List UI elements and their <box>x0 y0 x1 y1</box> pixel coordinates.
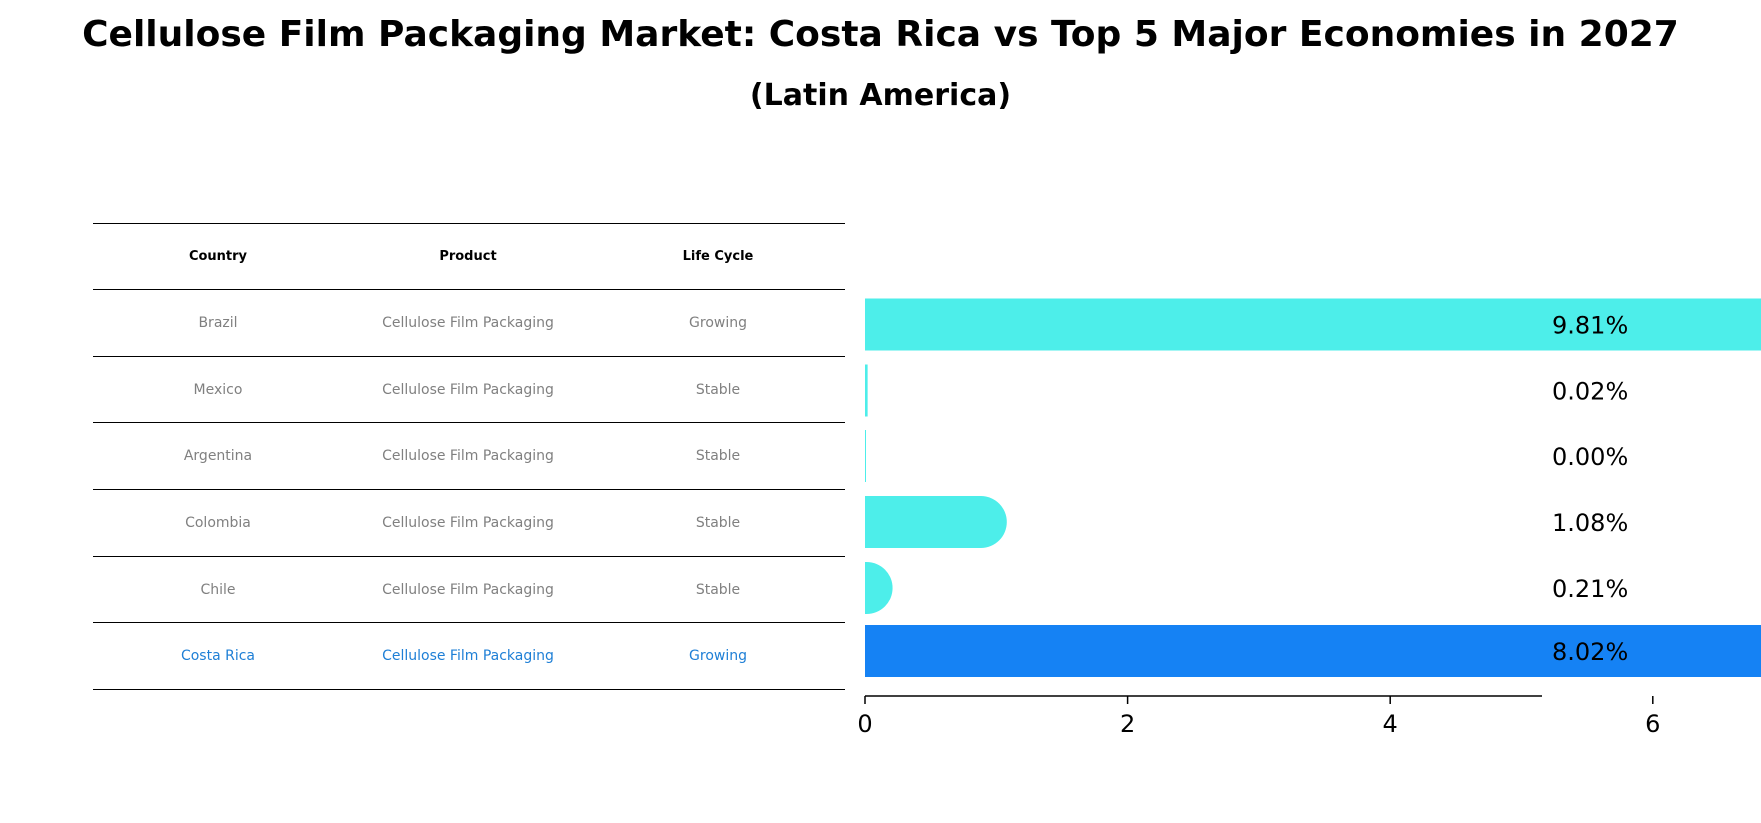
header-country: Country <box>188 249 248 264</box>
x-tick-label: 2 <box>1120 710 1135 738</box>
country-cell: Costa Rica <box>180 648 256 664</box>
header-life-cycle: Life Cycle <box>682 249 754 264</box>
table-row: Argentina Cellulose Film Packaging Stabl… <box>93 422 845 489</box>
product-cell: Cellulose Film Packaging <box>382 315 554 331</box>
life-cycle-cell: Stable <box>695 582 741 598</box>
table-row: Brazil Cellulose Film Packaging Growing <box>93 289 845 356</box>
table-row-highlight: Costa Rica Cellulose Film Packaging Grow… <box>93 622 845 690</box>
value-label: 1.08% <box>1552 509 1628 537</box>
bar-brazil <box>865 298 1761 351</box>
life-cycle-cell: Growing <box>689 648 747 664</box>
product-cell: Cellulose Film Packaging <box>382 382 554 398</box>
country-cell: Colombia <box>185 515 251 531</box>
country-cell: Chile <box>200 582 236 598</box>
bar-argentina <box>865 430 866 482</box>
bar-mexico <box>865 364 868 417</box>
chart-subtitle: (Latin America) <box>749 78 1012 113</box>
x-tick-label: 4 <box>1383 710 1398 738</box>
table-row: Chile Cellulose Film Packaging Stable <box>93 556 845 623</box>
value-label: 8.02% <box>1552 638 1628 666</box>
country-cell: Argentina <box>183 448 253 464</box>
x-tick-label: 0 <box>857 710 872 738</box>
life-cycle-cell: Growing <box>689 315 747 331</box>
bar-chile <box>865 562 893 614</box>
value-label: 9.81% <box>1552 312 1628 340</box>
country-cell: Mexico <box>193 382 243 398</box>
bar-colombia <box>865 496 1007 548</box>
value-label: 0.00% <box>1552 443 1628 471</box>
table-row: Colombia Cellulose Film Packaging Stable <box>93 489 845 556</box>
value-label: 0.21% <box>1552 575 1628 603</box>
table-header-row: Country Product Life Cycle <box>93 223 845 290</box>
chart-title: Cellulose Film Packaging Market: Costa R… <box>82 14 1679 55</box>
life-cycle-cell: Stable <box>695 515 741 531</box>
product-cell: Cellulose Film Packaging <box>382 582 554 598</box>
product-cell: Cellulose Film Packaging <box>382 448 554 464</box>
x-tick-label: 6 <box>1645 710 1660 738</box>
bar-costa-rica <box>865 625 1761 677</box>
product-cell: Cellulose Film Packaging <box>382 648 554 664</box>
life-cycle-cell: Stable <box>695 382 741 398</box>
header-product: Product <box>439 249 497 264</box>
table-row: Mexico Cellulose Film Packaging Stable <box>93 356 845 423</box>
product-cell: Cellulose Film Packaging <box>382 515 554 531</box>
life-cycle-cell: Stable <box>695 448 741 464</box>
value-label: 0.02% <box>1552 378 1628 406</box>
country-cell: Brazil <box>198 315 238 331</box>
